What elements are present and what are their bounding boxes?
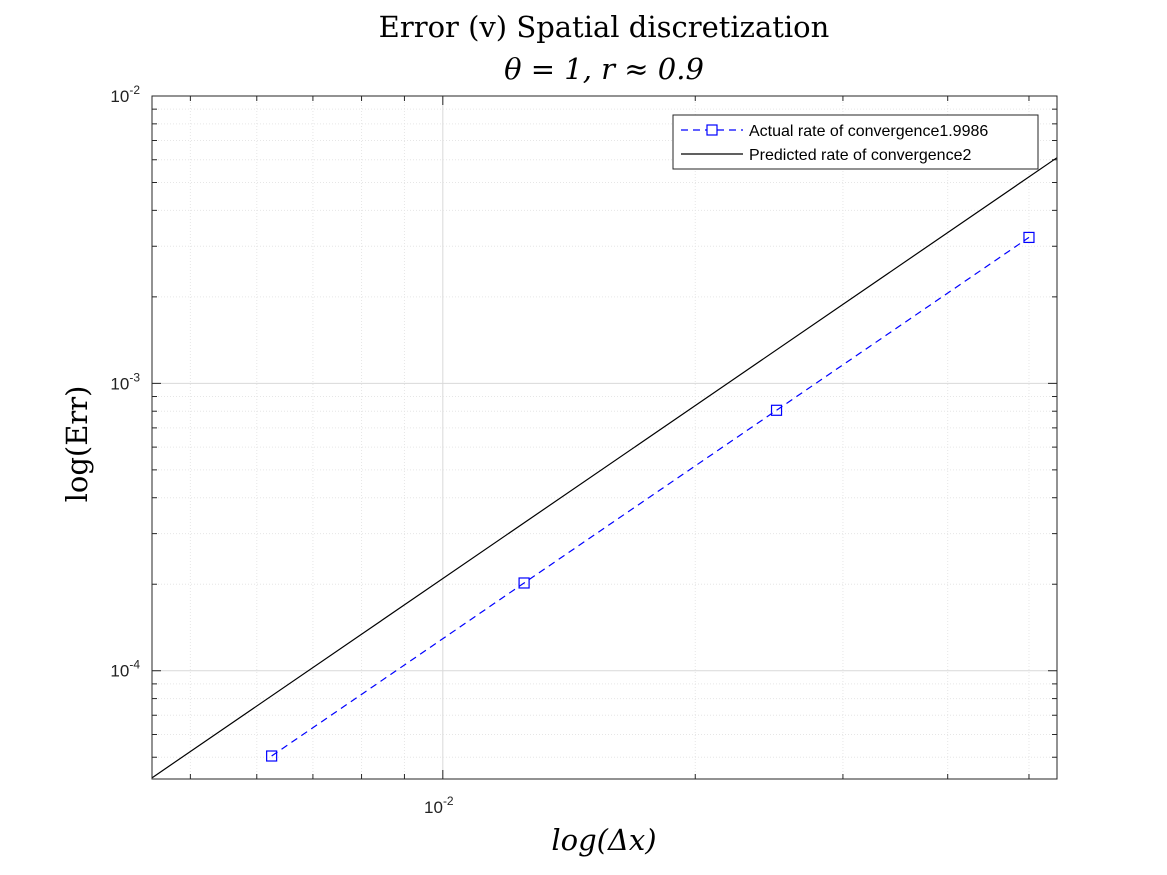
legend-item-1: Actual rate of convergence1.9986 <box>681 123 988 140</box>
data-point <box>770 404 783 416</box>
legend-box <box>672 114 1039 170</box>
tick-labels: 10-2 10-4 10-3 10-2 <box>110 83 454 817</box>
series-line <box>271 236 1030 757</box>
legend-label: Actual rate of convergence1.9986 <box>749 123 988 140</box>
y-tick-label: 10-3 <box>110 370 140 393</box>
axes-frame <box>151 95 1058 780</box>
legend-item-2: Predicted rate of convergence2 <box>681 147 971 164</box>
data-point <box>1023 231 1035 244</box>
legend-marker <box>706 124 718 136</box>
y-tick-label: 10-2 <box>110 83 140 106</box>
series-line <box>151 157 1058 779</box>
y-tick-label: 10-4 <box>110 658 140 681</box>
axes-background <box>152 96 1057 779</box>
series-2 <box>151 157 1058 779</box>
data-point <box>266 750 278 762</box>
legend-label: Predicted rate of convergence2 <box>749 147 971 164</box>
chart-subtitle: θ = 1, r ≈ 0.9 <box>504 52 704 86</box>
legend: Actual rate of convergence1.9986 Predicte… <box>672 114 1039 170</box>
y-axis-label: log(Err) <box>60 386 94 503</box>
plot-area: 10-2 10-4 10-3 10-2 <box>110 83 1058 817</box>
data-point <box>518 577 530 589</box>
chart-title: Error (v) Spatial discretization <box>379 10 830 44</box>
series-1 <box>266 231 1035 762</box>
grid <box>152 95 1057 779</box>
x-tick-label: 10-2 <box>424 794 454 817</box>
x-axis-label: log(Δx) <box>551 823 656 857</box>
